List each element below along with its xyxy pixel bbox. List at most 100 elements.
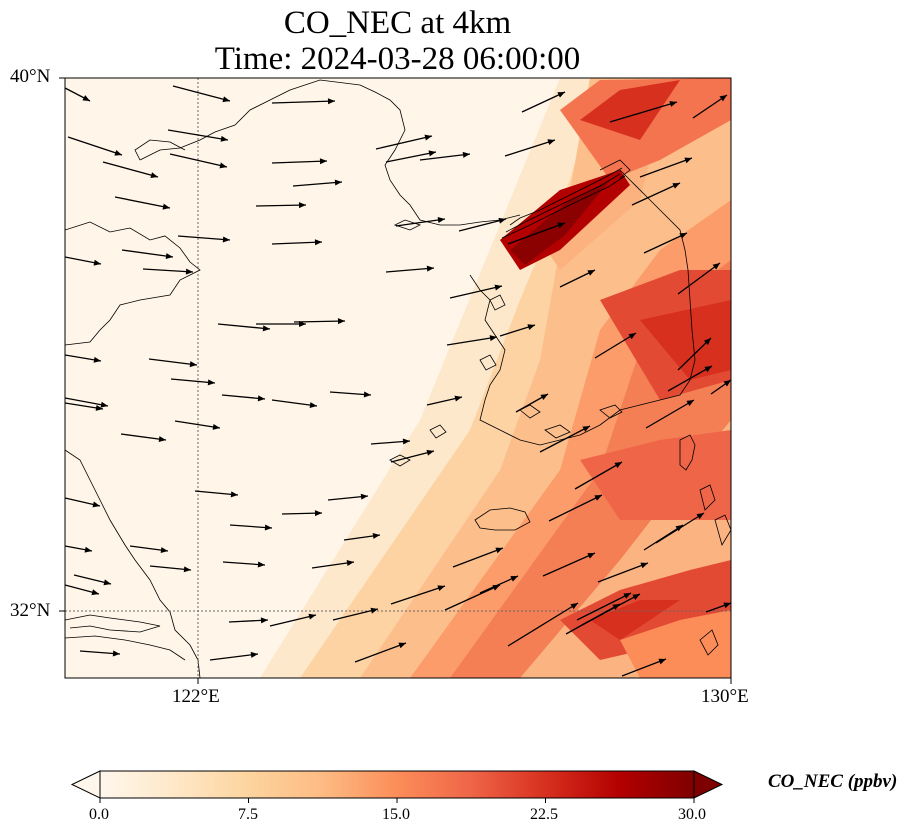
wind-arrowhead — [103, 579, 111, 586]
map-subtitle: Time: 2024-03-28 06:00:00 — [214, 41, 581, 77]
wind-arrow — [548, 494, 603, 522]
wind-arrowhead — [308, 613, 316, 620]
wind-arrow — [293, 320, 346, 323]
map-frame — [64, 77, 732, 679]
wind-arrow — [120, 433, 167, 441]
wind-arrowhead — [632, 594, 640, 600]
wind-arrowhead — [547, 139, 555, 145]
wind-arrowhead — [93, 259, 101, 266]
wind-arrow — [395, 218, 446, 227]
map-area — [65, 78, 731, 678]
wind-arrowhead — [582, 426, 590, 432]
wind-arrow — [177, 235, 231, 241]
wind-arrowhead — [614, 462, 622, 469]
lat-label-32: 32°N — [10, 600, 51, 621]
wind-arrow — [677, 262, 721, 295]
wind-arrowhead — [162, 203, 170, 210]
wind-arrowhead — [262, 325, 270, 332]
wind-arrow — [170, 378, 216, 384]
wind-arrowhead — [346, 560, 354, 566]
wind-arrow — [446, 336, 498, 346]
wind-arrowhead — [220, 135, 228, 142]
wind-arrowhead — [160, 547, 168, 554]
wind-arrowhead — [719, 95, 727, 102]
wind-arrowhead — [437, 585, 445, 592]
wind-arrowhead — [189, 361, 197, 368]
wind-arrow — [419, 153, 471, 161]
wind-arrowhead — [257, 395, 265, 402]
colorbar-label: CO_NEC (ppbv) — [768, 771, 898, 792]
colorbar-min-extension — [70, 770, 101, 799]
colorbar-tick-7-5: 7.5 — [238, 806, 258, 823]
wind-arrowhead — [594, 495, 602, 501]
wind-arrow — [169, 153, 228, 168]
wind-arrow — [292, 181, 343, 187]
wind-arrow — [114, 196, 171, 209]
wind-arrowhead — [158, 436, 166, 443]
wind-arrowhead — [319, 158, 327, 165]
wind-arrow — [174, 420, 221, 429]
wind-arrowhead — [114, 149, 122, 156]
wind-arrowhead — [257, 561, 265, 568]
wind-arrowhead — [165, 253, 173, 260]
wind-arrowhead — [363, 391, 371, 398]
wind-arrowhead — [337, 318, 345, 325]
wind-arrowhead — [112, 650, 120, 657]
wind-arrow — [311, 561, 355, 569]
coastlines — [65, 79, 731, 678]
colorbar-tick-15: 15.0 — [382, 806, 410, 823]
wind-arrow — [639, 157, 693, 178]
wind-arrowhead — [360, 493, 368, 500]
wind-arrow — [521, 91, 566, 113]
wind-arrowhead — [669, 101, 677, 107]
wind-arrow — [667, 365, 713, 392]
wind-arrowhead — [264, 524, 272, 531]
wind-arrowhead — [372, 532, 380, 539]
colorbar-tick-22-5: 22.5 — [530, 806, 558, 823]
wind-arrowhead — [712, 263, 720, 270]
wind-arrow — [576, 592, 632, 621]
colorbar-max-extension — [693, 770, 724, 799]
co-concentration-field — [260, 78, 731, 678]
wind-arrow — [217, 323, 271, 330]
lon-label-130: 130°E — [701, 686, 749, 707]
wind-arrowhead — [92, 501, 100, 508]
wind-arrow — [574, 461, 623, 490]
wind-arrow — [542, 552, 596, 577]
wind-arrowhead — [557, 92, 565, 98]
wind-arrowhead — [686, 400, 694, 407]
wind-arrowhead — [314, 239, 322, 246]
map-title: CO_NEC at 4km — [283, 5, 512, 41]
wind-arrow — [390, 450, 435, 463]
wind-arrow — [67, 136, 123, 156]
wind-arrow — [269, 614, 317, 627]
wind-arrowhead — [93, 356, 101, 363]
wind-arrow — [271, 399, 318, 407]
wind-arrowhead — [454, 395, 462, 402]
wind-arrow — [172, 85, 231, 102]
wind-arrow — [597, 562, 649, 583]
wind-arrowhead — [250, 651, 258, 658]
wind-arrow — [65, 397, 109, 407]
wind-arrowhead — [370, 607, 378, 614]
wind-arrowhead — [587, 270, 595, 276]
wind-arrow — [121, 249, 174, 258]
wind-arrowhead — [298, 202, 306, 209]
wind-arrowhead — [489, 335, 497, 342]
wind-arrowhead — [723, 380, 731, 387]
wind-arrow — [581, 593, 641, 626]
lat-label-40: 40°N — [10, 66, 51, 87]
wind-arrow — [507, 222, 566, 245]
wind-arrowhead — [498, 217, 506, 224]
wind-arrowhead — [684, 157, 692, 164]
wind-arrowhead — [207, 379, 215, 386]
wind-arrowhead — [495, 547, 503, 554]
colorbar — [70, 770, 724, 803]
colorbar-tick-30: 30.0 — [678, 806, 706, 823]
wind-arrow — [539, 425, 591, 453]
wind-arrowhead — [260, 617, 268, 624]
wind-arrowhead — [309, 402, 317, 409]
wind-arrowhead — [437, 217, 445, 223]
wind-arrowhead — [426, 265, 434, 272]
